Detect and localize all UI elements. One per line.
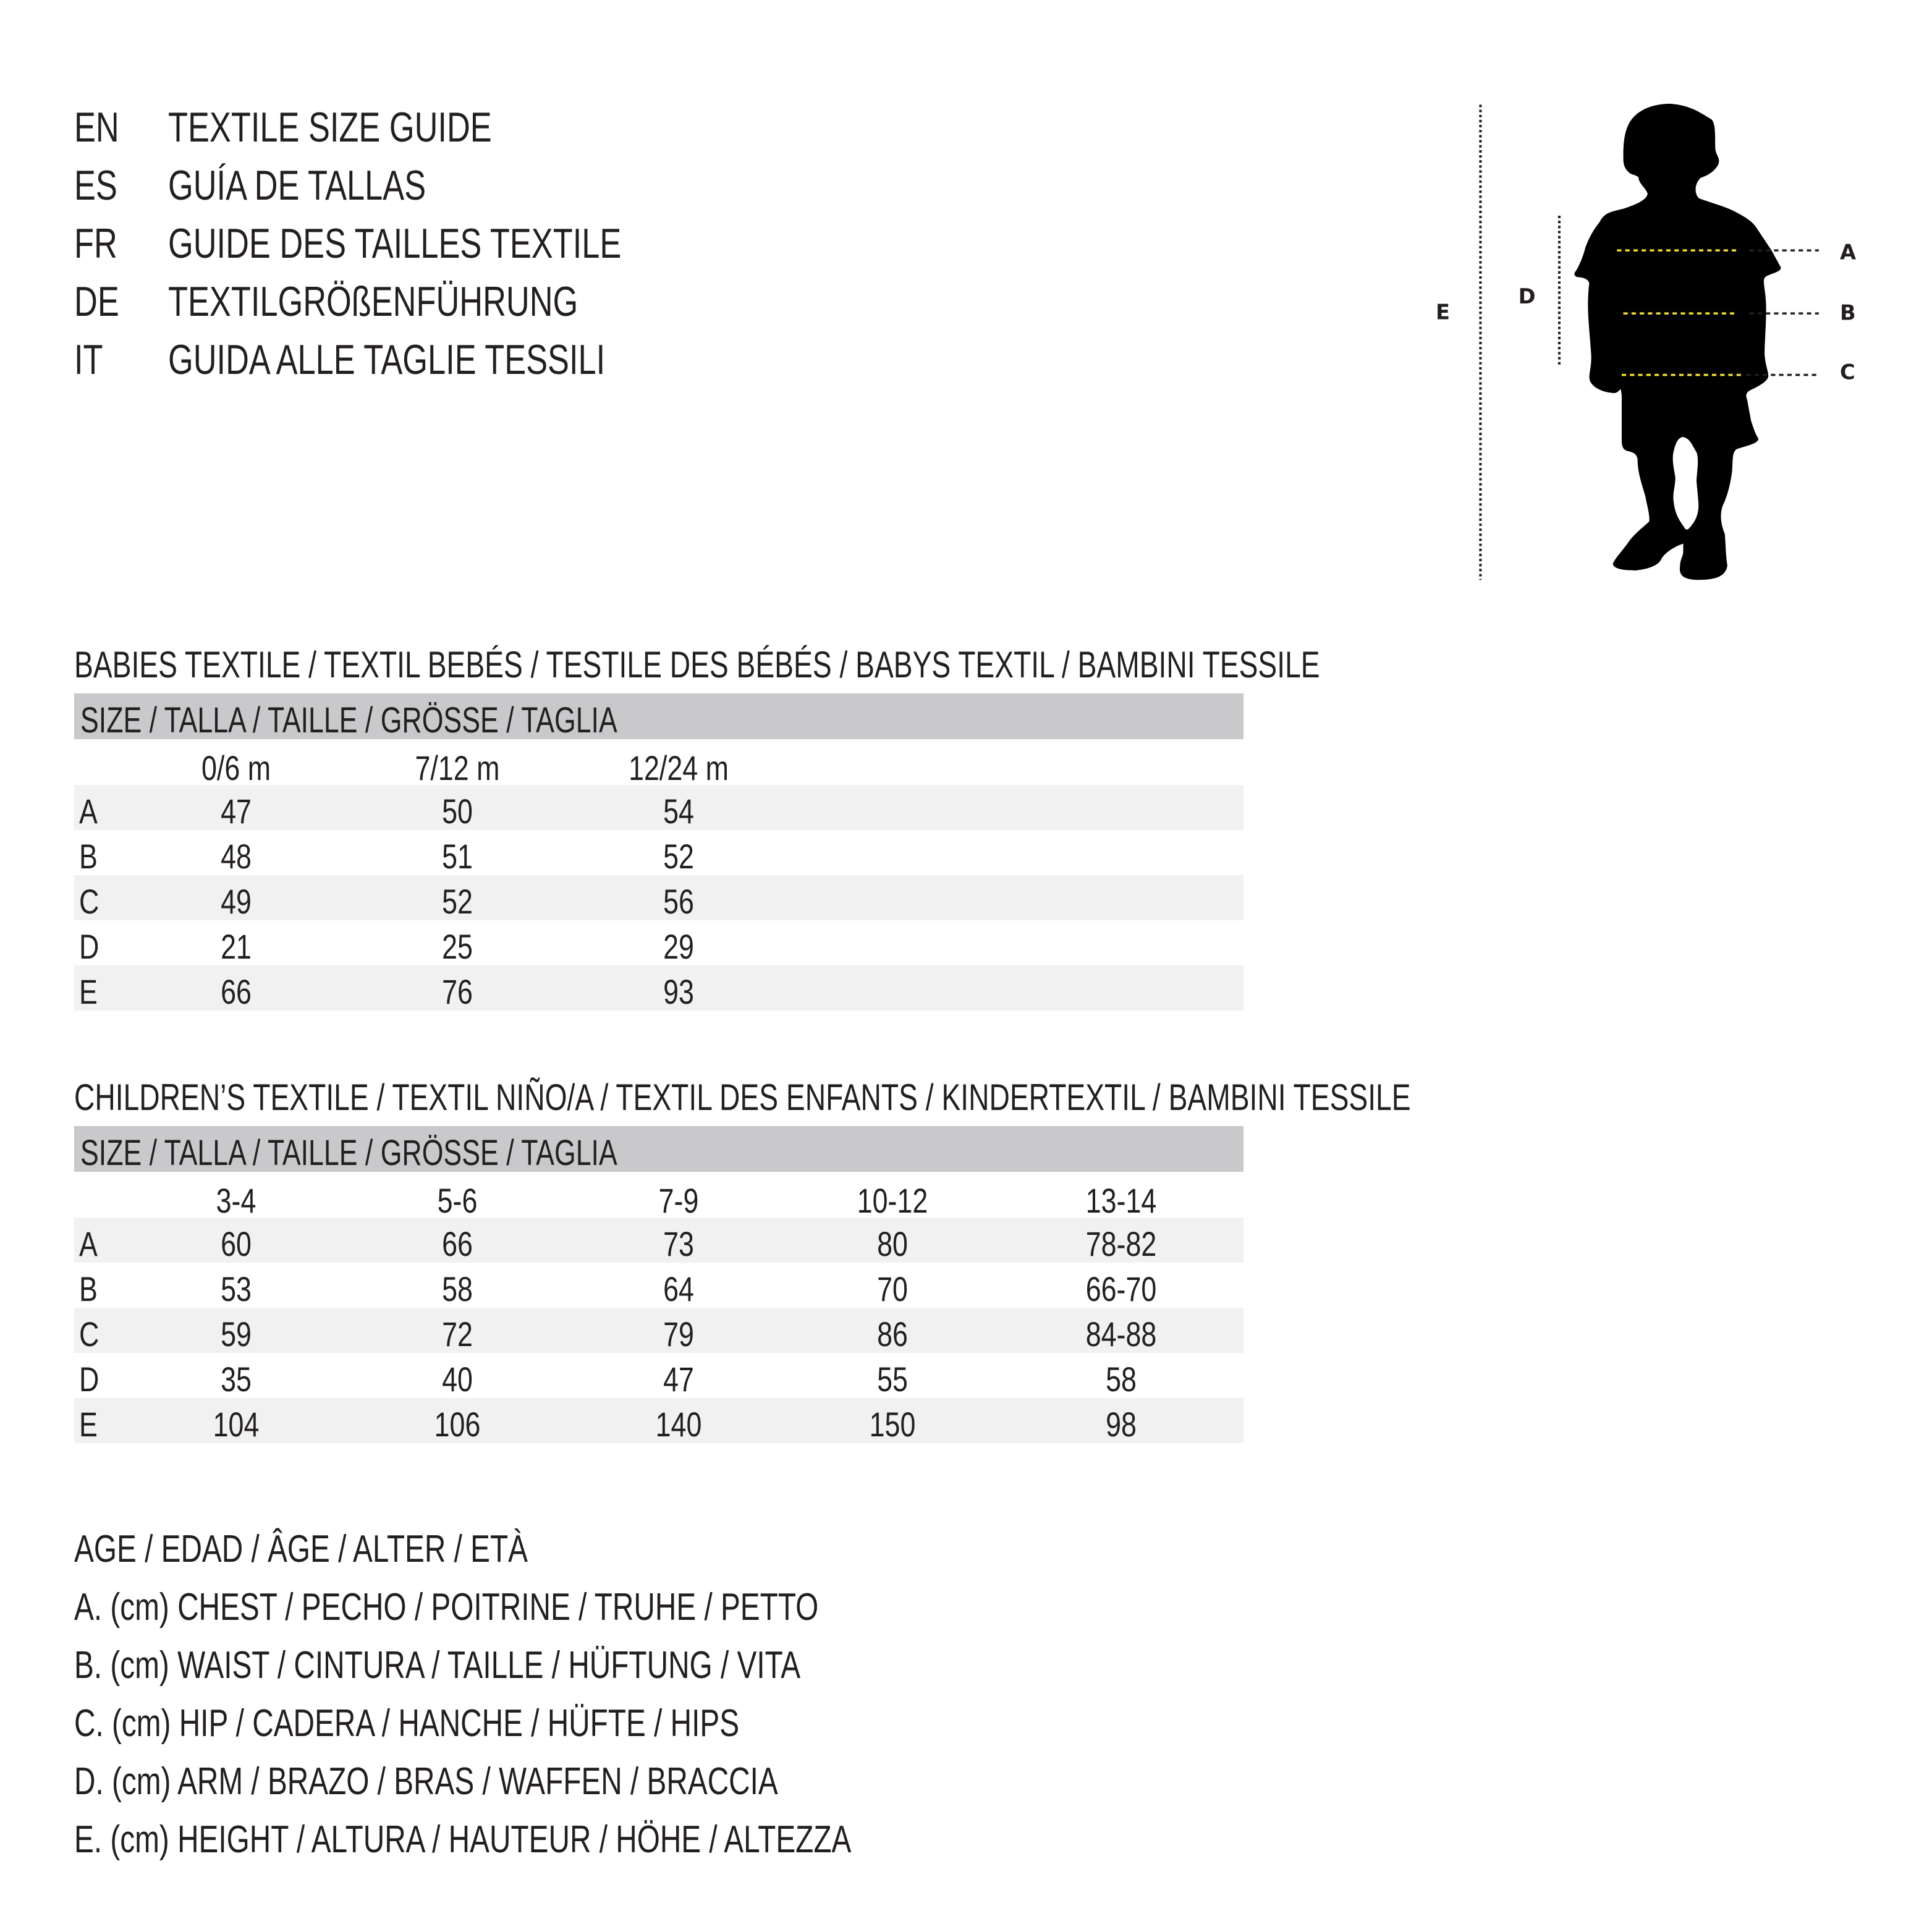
table-cell: 66 (442, 1224, 473, 1263)
column-header-row: 3-4 5-6 7-9 10-12 13-14 (74, 1174, 1244, 1220)
child-silhouette (1574, 103, 1781, 580)
column-header: 12/24 m (629, 748, 729, 787)
legend-line: C. (cm) HIP / CADERA / HANCHE / HÜFTE / … (74, 1702, 740, 1745)
table-cell: 73 (663, 1224, 694, 1263)
row-label: B (79, 837, 98, 876)
table-cell: 50 (442, 792, 473, 831)
table-cell: 49 (221, 882, 252, 921)
row-label: E (79, 972, 98, 1011)
table-cell: 47 (663, 1360, 694, 1399)
table-row: A 47 50 54 (74, 785, 1244, 831)
size-header-bar: SIZE / TALLA / TAILLE / GRÖSSE / TAGLIA (74, 693, 1244, 740)
label-e: E (1436, 300, 1450, 324)
column-header: 3-4 (216, 1181, 256, 1220)
row-label: A (79, 792, 98, 831)
table-row: E 66 76 93 (74, 965, 1244, 1011)
column-header: 7/12 m (415, 748, 500, 787)
row-label: C (79, 1315, 100, 1354)
child-measurement-figure: E D A B C (1436, 103, 1856, 580)
legend-line: AGE / EDAD / ÂGE / ALTER / ETÀ (74, 1528, 528, 1570)
table-cell: 48 (221, 837, 252, 876)
guide-title: TEXTILE SIZE GUIDE (168, 104, 492, 151)
guide-title: GUIDE DES TAILLES TEXTILE (168, 220, 622, 267)
table-cell: 52 (442, 882, 473, 921)
table-cell: 55 (877, 1360, 908, 1399)
size-header-label: SIZE / TALLA / TAILLE / GRÖSSE / TAGLIA (80, 700, 617, 740)
row-label: C (79, 882, 100, 921)
guide-title: GUÍA DE TALLAS (168, 162, 426, 209)
language-code: DE (74, 278, 119, 325)
table-cell: 35 (221, 1360, 252, 1399)
guide-title: GUIDA ALLE TAGLIE TESSILI (168, 336, 606, 383)
table-cell: 66 (221, 972, 252, 1011)
table-cell: 104 (213, 1405, 260, 1444)
table-cell: 53 (221, 1269, 252, 1308)
legend-line: D. (cm) ARM / BRAZO / BRAS / WAFFEN / BR… (74, 1760, 778, 1803)
label-c: C (1840, 360, 1855, 384)
table-cell: 72 (442, 1315, 473, 1354)
row-label: D (79, 927, 100, 966)
table-row: C 59 72 79 86 84-88 (74, 1308, 1244, 1354)
table-cell: 98 (1106, 1405, 1137, 1444)
language-code: FR (74, 220, 117, 267)
table-cell: 140 (655, 1405, 702, 1444)
column-header: 13-14 (1085, 1181, 1157, 1220)
table-row: B 48 51 52 (74, 830, 1244, 876)
table-cell: 93 (663, 972, 694, 1011)
section-title: CHILDREN’S TEXTILE / TEXTIL NIÑO/A / TEX… (74, 1077, 1411, 1118)
legend-line: E. (cm) HEIGHT / ALTURA / HAUTEUR / HÖHE… (74, 1818, 852, 1861)
table-cell: 47 (221, 792, 252, 831)
table-cell: 150 (869, 1405, 916, 1444)
size-header-bar: SIZE / TALLA / TAILLE / GRÖSSE / TAGLIA (74, 1126, 1244, 1173)
language-code: IT (74, 336, 103, 383)
column-header: 0/6 m (201, 748, 271, 787)
table-cell: 84-88 (1085, 1315, 1157, 1354)
column-header: 5-6 (437, 1181, 478, 1220)
label-a: A (1840, 240, 1856, 264)
row-label: D (79, 1360, 100, 1399)
table-row: B 53 58 64 70 66-70 (74, 1263, 1244, 1308)
column-header-row: 0/6 m 7/12 m 12/24 m (74, 742, 1244, 787)
table-row: D 21 25 29 (74, 920, 1244, 966)
table-cell: 51 (442, 837, 473, 876)
table-cell: 60 (221, 1224, 252, 1263)
table-row: A 60 66 73 80 78-82 (74, 1218, 1244, 1263)
row-label: B (79, 1269, 98, 1308)
table-cell: 58 (1106, 1360, 1137, 1399)
language-code: EN (74, 104, 119, 151)
table-cell: 76 (442, 972, 473, 1011)
label-d: D (1519, 284, 1536, 308)
table-row: E 104 106 140 150 98 (74, 1398, 1244, 1444)
table-row: C 49 52 56 (74, 875, 1244, 921)
column-header: 7-9 (658, 1181, 699, 1220)
table-cell: 40 (442, 1360, 473, 1399)
table-cell: 59 (221, 1315, 252, 1354)
table-cell: 86 (877, 1315, 908, 1354)
section-title: BABIES TEXTILE / TEXTIL BEBÉS / TESTILE … (74, 644, 1320, 685)
row-label: E (79, 1405, 98, 1444)
table-cell: 52 (663, 837, 694, 876)
table-cell: 79 (663, 1315, 694, 1354)
table-cell: 70 (877, 1269, 908, 1308)
table-row: D 35 40 47 55 58 (74, 1353, 1244, 1399)
table-cell: 66-70 (1085, 1269, 1157, 1308)
guide-title: TEXTILGRÖßENFÜHRUNG (168, 278, 578, 325)
column-header: 10-12 (857, 1181, 928, 1220)
table-cell: 54 (663, 792, 694, 831)
label-b: B (1840, 300, 1856, 324)
language-code: ES (74, 162, 117, 209)
size-header-label: SIZE / TALLA / TAILLE / GRÖSSE / TAGLIA (80, 1133, 617, 1173)
table-cell: 64 (663, 1269, 694, 1308)
table-cell: 21 (221, 927, 252, 966)
table-cell: 56 (663, 882, 694, 921)
table-cell: 78-82 (1085, 1224, 1157, 1263)
table-cell: 106 (434, 1405, 481, 1444)
table-cell: 25 (442, 927, 473, 966)
table-cell: 58 (442, 1269, 473, 1308)
table-cell: 29 (663, 927, 694, 966)
legend-line: A. (cm) CHEST / PECHO / POITRINE / TRUHE… (74, 1586, 819, 1629)
legend-line: B. (cm) WAIST / CINTURA / TAILLE / HÜFTU… (74, 1644, 801, 1687)
table-cell: 80 (877, 1224, 908, 1263)
row-label: A (79, 1224, 98, 1263)
